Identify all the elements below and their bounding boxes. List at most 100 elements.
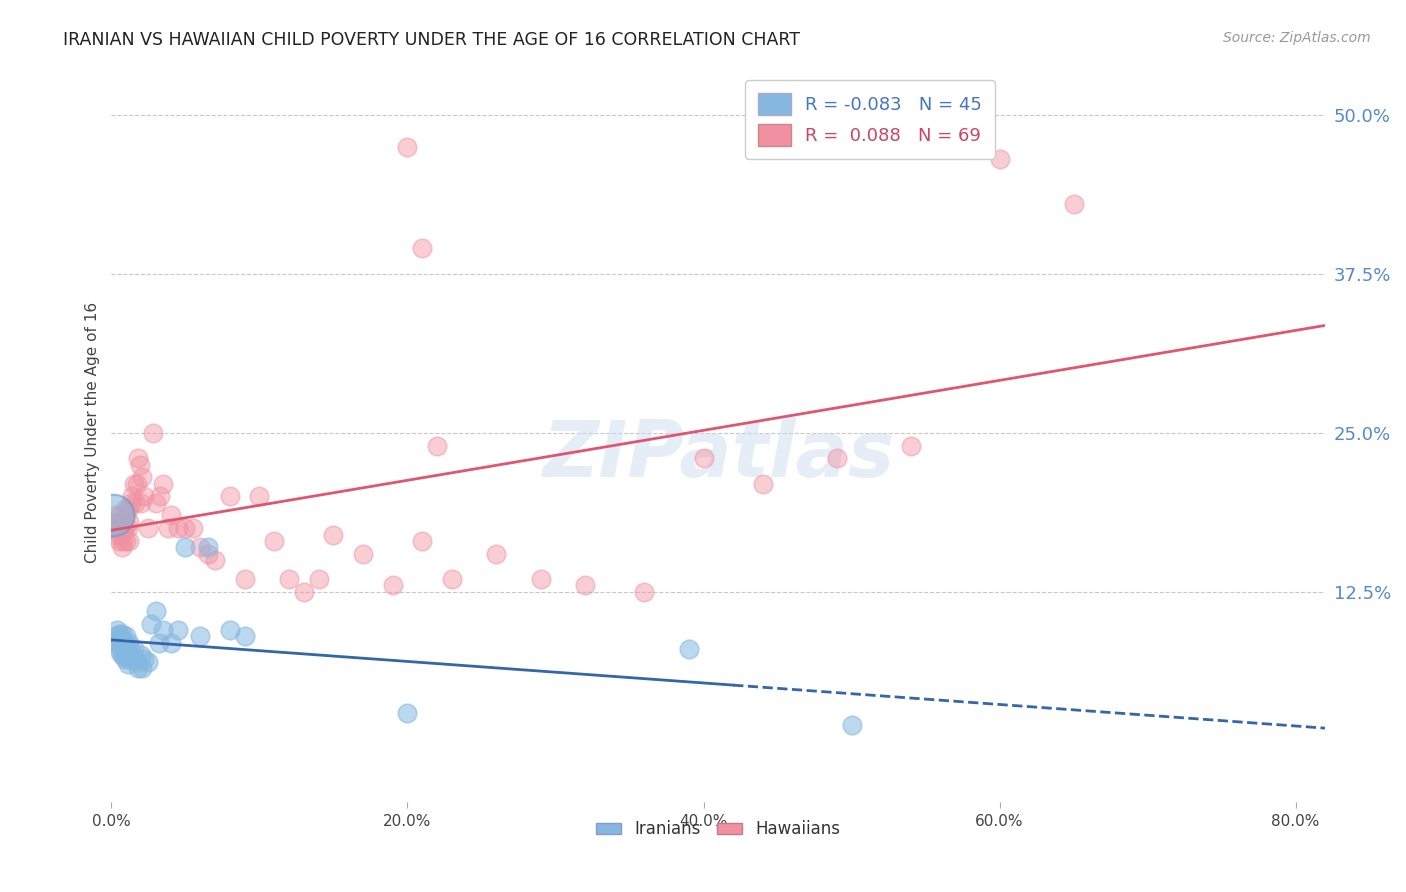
Point (110, 508, 132, 523)
Point (322, 527, 344, 541)
Point (156, 521, 179, 535)
Point (114, 502, 136, 516)
Point (841, 718, 863, 732)
Point (114, 635, 136, 649)
Point (114, 652, 136, 666)
Point (426, 438, 449, 452)
Point (900, 438, 922, 452)
Point (105, 635, 128, 649)
Point (752, 476, 775, 491)
Point (108, 626, 131, 640)
Point (145, 496, 167, 510)
Point (145, 604, 167, 618)
Point (138, 655, 160, 669)
Point (197, 541, 219, 555)
Point (111, 626, 134, 640)
Point (181, 521, 204, 535)
Point (121, 652, 143, 666)
Point (141, 616, 163, 631)
Point (118, 515, 141, 529)
Point (249, 489, 271, 503)
Point (132, 652, 155, 666)
Point (204, 553, 226, 567)
Point (633, 584, 655, 599)
Point (152, 623, 174, 637)
Point (104, 508, 127, 523)
Point (112, 521, 135, 535)
Point (825, 451, 848, 466)
Point (308, 572, 330, 586)
Point (142, 425, 165, 440)
Point (263, 533, 285, 548)
Point (121, 489, 143, 503)
Point (131, 661, 153, 675)
Point (103, 521, 125, 535)
Point (115, 629, 138, 643)
Text: IRANIAN VS HAWAIIAN CHILD POVERTY UNDER THE AGE OF 16 CORRELATION CHART: IRANIAN VS HAWAIIAN CHILD POVERTY UNDER … (63, 31, 800, 49)
Point (124, 652, 146, 666)
Point (120, 496, 142, 510)
Point (104, 527, 127, 541)
Point (125, 476, 148, 491)
Point (352, 547, 374, 561)
Point (152, 476, 174, 491)
Point (218, 623, 240, 637)
Point (233, 572, 256, 586)
Point (167, 623, 190, 637)
Point (122, 476, 145, 491)
Point (122, 642, 145, 657)
Point (104, 635, 127, 649)
Point (159, 635, 181, 649)
Point (115, 533, 138, 548)
Point (111, 541, 134, 555)
Point (101, 515, 124, 529)
Point (1063, 197, 1085, 211)
Point (101, 508, 124, 523)
Point (105, 623, 128, 637)
Point (111, 640, 134, 654)
Point (112, 648, 135, 663)
Point (108, 515, 131, 529)
Point (117, 521, 139, 535)
Point (381, 578, 404, 592)
Point (118, 635, 141, 649)
Point (124, 496, 146, 510)
Point (159, 508, 181, 523)
Point (131, 470, 153, 484)
Point (149, 489, 172, 503)
Point (112, 632, 135, 646)
Point (115, 644, 138, 658)
Point (188, 541, 211, 555)
Point (574, 578, 596, 592)
Point (396, 706, 419, 720)
Point (111, 648, 134, 663)
Point (197, 547, 219, 561)
Point (988, 153, 1011, 167)
Point (117, 502, 139, 516)
Point (174, 521, 197, 535)
Point (112, 533, 135, 548)
Point (129, 496, 152, 510)
Point (129, 648, 152, 663)
Point (110, 527, 132, 541)
Y-axis label: Child Poverty Under the Age of 16: Child Poverty Under the Age of 16 (86, 302, 100, 564)
Point (485, 547, 508, 561)
Point (127, 661, 149, 675)
Point (117, 640, 139, 654)
Point (114, 521, 136, 535)
Point (115, 508, 138, 523)
Point (108, 533, 131, 548)
Point (125, 655, 148, 669)
Point (111, 515, 134, 529)
Point (396, 139, 419, 153)
Point (105, 521, 128, 535)
Point (678, 642, 700, 657)
Point (118, 652, 141, 666)
Point (167, 521, 190, 535)
Point (104, 629, 127, 643)
Point (278, 572, 301, 586)
Point (530, 572, 553, 586)
Point (110, 644, 132, 658)
Point (174, 541, 197, 555)
Point (108, 640, 131, 654)
